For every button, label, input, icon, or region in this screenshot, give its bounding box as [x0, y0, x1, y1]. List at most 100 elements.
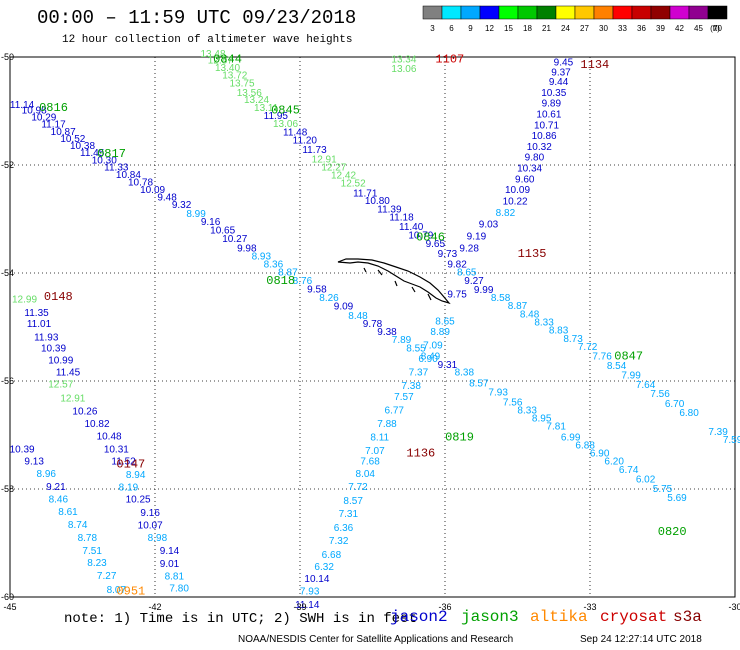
- swh-value-label: 9.44: [549, 77, 569, 88]
- colorbar-swatch: [631, 5, 652, 20]
- swh-value-label: 11.20: [293, 135, 318, 146]
- swh-value-label: 6.90: [418, 354, 438, 365]
- swh-value-label: 12.91: [60, 394, 85, 405]
- swh-value-label: 9.19: [467, 232, 487, 243]
- longitude-tick-label: -42: [148, 602, 161, 612]
- swh-value-label: 10.27: [222, 234, 247, 245]
- swh-value-label: 9.14: [160, 546, 180, 557]
- swh-value-label: 11.14: [10, 100, 35, 111]
- map-title: 00:00 – 11:59 UTC 09/23/2018: [37, 7, 357, 29]
- swh-value-label: 10.98: [22, 106, 47, 117]
- swh-value-label: 10.80: [365, 196, 390, 207]
- swh-value-label: 7.57: [394, 392, 414, 403]
- colorbar-label: 30: [599, 24, 608, 33]
- swh-value-label: 10.25: [126, 495, 151, 506]
- longitude-tick-label: -33: [583, 602, 596, 612]
- latitude-tick-label: -58: [1, 484, 14, 494]
- pass-time-label: 0846: [416, 231, 445, 245]
- swh-value-label: 10.29: [31, 113, 56, 124]
- swh-value-label: 8.48: [520, 309, 540, 320]
- swh-value-label: 8.19: [119, 483, 139, 494]
- swh-value-label: 9.09: [334, 302, 354, 313]
- colorbar-label: 12: [485, 24, 494, 33]
- swh-value-label: 9.13: [24, 457, 44, 468]
- swh-value-label: 7.80: [169, 584, 189, 595]
- swh-value-label: 10.09: [140, 185, 165, 196]
- swh-value-label: 12.99: [12, 295, 37, 306]
- colorbar-swatch: [669, 5, 690, 20]
- swh-value-label: 9.75: [447, 289, 467, 300]
- swh-value-label: 5.69: [667, 493, 687, 504]
- swh-value-label: 8.61: [58, 507, 78, 518]
- colorbar-swatch: [479, 5, 500, 20]
- swh-value-label: 8.89: [430, 327, 450, 338]
- swh-value-label: 7.32: [329, 536, 349, 547]
- swh-value-label: 11.95: [264, 111, 289, 122]
- swh-value-label: 7.38: [401, 381, 421, 392]
- swh-value-label: 8.49: [421, 351, 441, 362]
- swh-value-label: 13.06: [391, 64, 416, 75]
- swh-value-label: 8.33: [517, 405, 537, 416]
- swh-value-label: 8.07: [107, 585, 127, 596]
- color-scale-bar: 3 6 9 12 15 18 21 24 27 30 33 36 39 42 45 70(ft): [422, 5, 728, 33]
- swh-value-label: 7.89: [392, 335, 412, 346]
- swh-value-label: 12.57: [48, 379, 73, 390]
- swh-value-label: 10.82: [84, 419, 109, 430]
- swh-value-label: 8.73: [563, 334, 583, 345]
- swh-value-label: 10.34: [517, 163, 542, 174]
- latitude-tick-label: -60: [1, 592, 14, 602]
- pass-time-label: 0845: [271, 104, 300, 118]
- swh-value-label: 11.35: [24, 308, 49, 319]
- swh-value-label: 7.72: [578, 342, 598, 353]
- swh-value-label: 13.72: [222, 71, 247, 82]
- swh-value-label: 9.98: [237, 243, 257, 254]
- swh-value-label: 8.78: [78, 533, 98, 544]
- pass-time-label: 0817: [97, 147, 126, 161]
- pass-time-label: 0844: [213, 52, 242, 66]
- swh-value-label: 7.76: [592, 351, 612, 362]
- swh-value-label: 10.22: [503, 196, 528, 207]
- lat-lon-grid: [9, 56, 736, 598]
- colorbar-label: 27: [580, 24, 589, 33]
- swh-value-label: 8.95: [532, 414, 552, 425]
- map-subtitle: 12 hour collection of altimeter wave hei…: [62, 34, 353, 46]
- swh-value-label: 6.77: [385, 405, 405, 416]
- longitude-tick-label: -45: [3, 602, 16, 612]
- swh-value-label: 13.56: [237, 88, 262, 99]
- swh-value-label: 13.34: [391, 54, 416, 65]
- swh-value-label: 10.79: [408, 230, 433, 241]
- swh-value-label: 8.36: [264, 260, 284, 271]
- swh-value-label: 8.82: [496, 208, 516, 219]
- swh-value-label: 9.38: [377, 327, 397, 338]
- swh-value-label: 11.48: [283, 127, 308, 138]
- swh-value-label: 9.48: [157, 193, 177, 204]
- pass-time-label: 0147: [116, 457, 145, 471]
- swh-value-label: 13.75: [229, 79, 254, 90]
- swh-value-label: 8.58: [491, 293, 511, 304]
- swh-value-label: 8.99: [186, 209, 206, 220]
- colorbar-label: 36: [637, 24, 646, 33]
- latitude-tick-label: -56: [1, 376, 14, 386]
- pass-time-label: 1135: [518, 247, 547, 261]
- swh-value-label: 8.94: [126, 470, 146, 481]
- swh-value-label: 7.56: [650, 389, 670, 400]
- colorbar-label: 42: [675, 24, 684, 33]
- swh-value-label: 7.07: [365, 446, 385, 457]
- swh-value-label: 8.48: [348, 311, 368, 322]
- swh-value-label: 12.52: [341, 179, 366, 190]
- swh-value-label: 10.87: [51, 127, 76, 138]
- swh-value-label: 10.99: [48, 356, 73, 367]
- swh-value-label: 6.32: [314, 562, 334, 573]
- colorbar-swatch: [688, 5, 709, 20]
- longitude-tick-label: -36: [438, 602, 451, 612]
- swh-value-label: 13.40: [215, 63, 240, 74]
- swh-value-label: 10.14: [304, 574, 329, 585]
- swh-value-label: 8.46: [49, 495, 69, 506]
- latitude-tick-label: -54: [1, 268, 14, 278]
- swh-value-label: 11.39: [377, 205, 402, 216]
- pass-time-label: 0847: [614, 349, 643, 363]
- swh-value-label: 10.35: [541, 88, 566, 99]
- swh-value-label: 12.87: [208, 55, 233, 66]
- colorbar-label: 9: [468, 24, 473, 33]
- swh-value-label: 7.37: [409, 368, 429, 379]
